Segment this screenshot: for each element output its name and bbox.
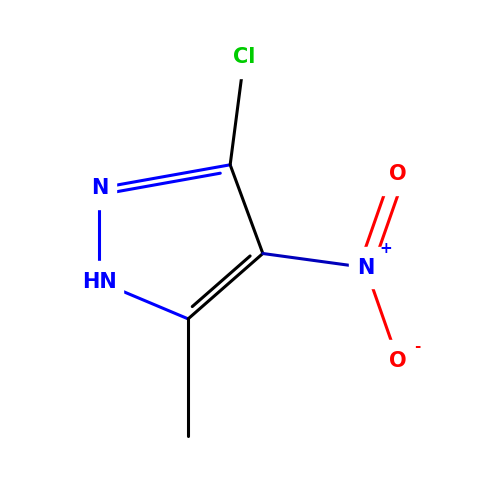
Text: N: N <box>357 258 374 277</box>
Text: Cl: Cl <box>233 47 255 68</box>
Text: HN: HN <box>82 272 117 292</box>
Text: N: N <box>91 178 108 198</box>
Bar <box>76 261 123 302</box>
Text: O: O <box>389 351 407 371</box>
Bar <box>349 247 382 288</box>
Bar <box>221 37 267 78</box>
Text: +: + <box>380 241 392 256</box>
Bar <box>382 341 415 381</box>
Bar <box>83 168 116 209</box>
Text: O: O <box>389 164 407 184</box>
Bar <box>382 154 415 194</box>
Text: -: - <box>414 340 420 354</box>
